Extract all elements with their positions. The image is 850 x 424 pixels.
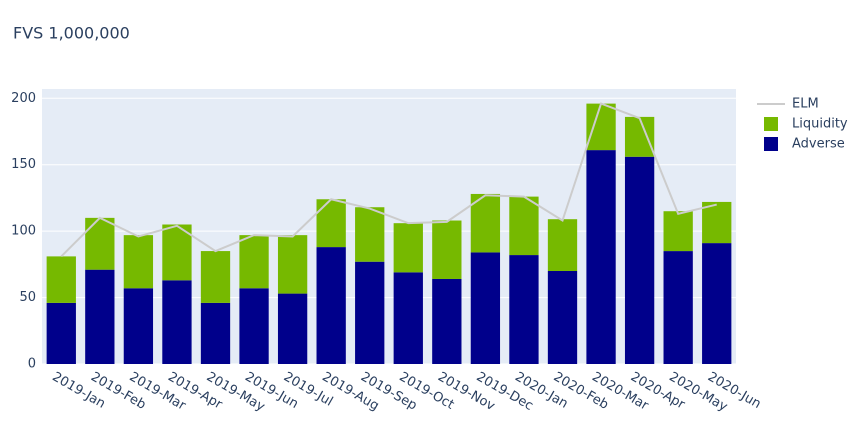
bar bbox=[316, 199, 346, 248]
legend-item: ELM bbox=[757, 97, 819, 112]
bar bbox=[393, 223, 423, 273]
legend-swatch bbox=[764, 137, 778, 151]
bar bbox=[123, 235, 154, 289]
bar bbox=[277, 235, 308, 294]
bar bbox=[239, 288, 269, 364]
bar bbox=[162, 224, 192, 281]
bar bbox=[702, 201, 732, 244]
legend-label: Liquidity bbox=[792, 117, 848, 132]
bar bbox=[46, 302, 76, 364]
bar bbox=[355, 207, 385, 262]
line bbox=[60, 102, 717, 258]
bar bbox=[663, 251, 693, 364]
legend-label: Adverse bbox=[792, 137, 845, 152]
bar bbox=[432, 278, 462, 364]
legend-swatch bbox=[764, 117, 778, 131]
bar bbox=[200, 302, 231, 364]
legend-item: Adverse bbox=[764, 137, 845, 152]
plot-background bbox=[42, 89, 736, 364]
bar bbox=[85, 217, 115, 270]
bar bbox=[123, 288, 154, 364]
bar bbox=[200, 251, 231, 303]
bar bbox=[277, 293, 308, 364]
bar bbox=[46, 256, 76, 303]
y-tick-label: 150 bbox=[11, 157, 36, 172]
bar bbox=[432, 220, 462, 279]
bar bbox=[509, 196, 539, 256]
bar bbox=[624, 156, 655, 364]
bar bbox=[239, 235, 269, 289]
y-tick-label: 200 bbox=[11, 91, 36, 106]
y-tick-label: 0 bbox=[28, 357, 36, 372]
y-tick-label: 100 bbox=[11, 224, 36, 239]
legend-item: Liquidity bbox=[764, 117, 848, 132]
bar bbox=[509, 255, 539, 364]
bar bbox=[470, 193, 501, 253]
bar bbox=[393, 272, 423, 364]
bar bbox=[624, 116, 655, 157]
bar bbox=[586, 103, 616, 151]
bar bbox=[586, 150, 616, 364]
bar bbox=[316, 247, 346, 364]
y-tick-label: 50 bbox=[19, 290, 36, 305]
bar bbox=[85, 269, 115, 364]
bar bbox=[702, 243, 732, 364]
bar bbox=[547, 219, 578, 272]
chart-title: FVS 1,000,000 bbox=[13, 24, 130, 43]
bar bbox=[470, 252, 501, 364]
bar bbox=[355, 261, 385, 364]
bar bbox=[547, 271, 578, 364]
bar bbox=[162, 280, 192, 364]
legend-label: ELM bbox=[792, 97, 819, 112]
bar bbox=[663, 211, 693, 252]
